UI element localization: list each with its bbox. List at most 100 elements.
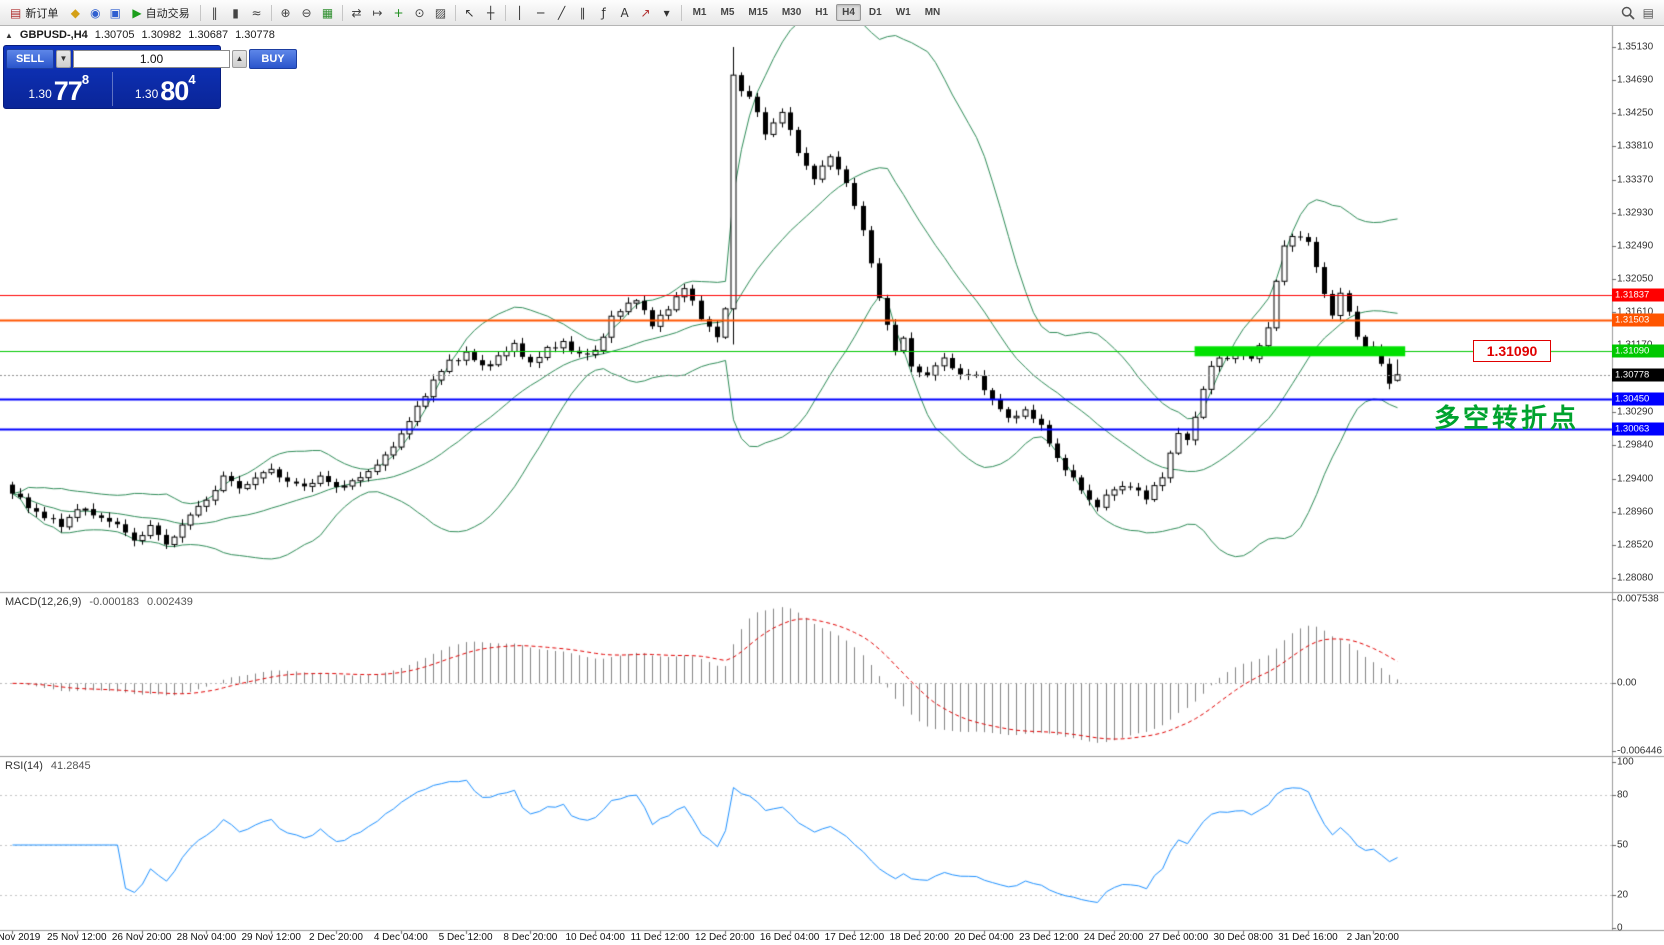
fibonacci-button[interactable]: ƒ <box>594 3 614 23</box>
timeframe-d1-button[interactable]: D1 <box>863 4 888 21</box>
macd-value-signal: 0.002439 <box>146 596 193 608</box>
buy-price-pips: 80 <box>160 76 189 106</box>
new-order-icon: ▤ <box>10 5 22 20</box>
turning-point-note: 多空转折点 <box>1434 403 1580 433</box>
price-chart-canvas[interactable] <box>0 26 1664 945</box>
equidistant-channel-button[interactable]: ∥ <box>573 3 593 23</box>
chart-info: ▲ GBPUSD-,H4 1.30705 1.30982 1.30687 1.3… <box>5 29 275 41</box>
bar-chart-type-icon: ‖ <box>211 5 218 20</box>
timeframe-m1-button[interactable]: M1 <box>687 4 713 21</box>
x-axis-label: 18 Dec 20:00 <box>889 932 949 943</box>
add-indicator-icon: + <box>393 5 404 20</box>
price-tag: 1.31837 <box>1612 288 1664 302</box>
shapes-dropdown-icon: ▾ <box>663 5 670 20</box>
crosshair-button[interactable]: ┼ <box>481 3 501 23</box>
trendline-icon: ╱ <box>557 5 566 20</box>
macd-name: MACD(12,26,9) <box>5 596 82 608</box>
macd-axis-min: -0.006446 <box>1617 745 1663 757</box>
rsi-axis-level: 20 <box>1617 889 1629 901</box>
data-window-icon[interactable]: ▤ <box>1642 5 1654 20</box>
chart-shift-icon: ↦ <box>372 5 383 20</box>
timeframe-m15-button[interactable]: M15 <box>742 4 773 21</box>
timeframe-h1-button[interactable]: H1 <box>809 4 834 21</box>
horizontal-line-button[interactable]: ─ <box>531 3 551 23</box>
auto-trading-button[interactable]: ▶ 自动交易 <box>126 3 195 23</box>
x-axis-label: 29 Nov 12:00 <box>241 932 301 943</box>
timeframe-w1-button[interactable]: W1 <box>890 4 917 21</box>
metaeditor-button[interactable]: ◆ <box>65 3 85 23</box>
timeframe-mn-button[interactable]: MN <box>919 4 947 21</box>
sell-button[interactable]: SELL <box>6 49 54 69</box>
lot-size-input[interactable] <box>73 50 230 68</box>
y-axis-tick: 1.35130 <box>1617 41 1654 53</box>
x-axis-label: 17 Dec 12:00 <box>824 932 885 943</box>
zoom-out-button[interactable]: ⊖ <box>297 3 317 23</box>
timeframe-m30-button[interactable]: M30 <box>776 4 807 21</box>
x-axis-label: 20 Dec 04:00 <box>954 932 1014 943</box>
search-icon[interactable] <box>1621 6 1635 20</box>
y-axis-tick: 1.32930 <box>1617 207 1654 219</box>
y-axis-tick: 1.33810 <box>1617 140 1654 152</box>
market-watch-icon: ◉ <box>90 5 101 20</box>
bar-chart-type-button[interactable]: ‖ <box>205 3 225 23</box>
x-axis-label: 23 Dec 12:00 <box>1019 932 1079 943</box>
zoom-in-icon: ⊕ <box>280 5 291 20</box>
add-indicator-button[interactable]: + <box>389 3 409 23</box>
one-click-panel-toggle-icon[interactable]: ▲ <box>5 30 13 40</box>
sell-price-button[interactable]: 1.30 77 8 <box>6 72 113 106</box>
macd-label: MACD(12,26,9) -0.000183 0.002439 <box>5 596 193 608</box>
equidistant-channel-icon: ∥ <box>579 5 586 20</box>
auto-scroll-button[interactable]: ⇄ <box>347 3 367 23</box>
terminal-button[interactable]: ▣ <box>105 3 125 23</box>
candlestick-type-icon: ▮ <box>232 5 239 20</box>
cursor-icon: ↖ <box>464 5 475 20</box>
auto-scroll-icon: ⇄ <box>351 5 362 20</box>
line-chart-type-icon: ≈ <box>251 5 262 20</box>
text-label-icon: A <box>620 5 629 20</box>
price-tag: 1.30063 <box>1612 422 1664 436</box>
candlestick-type-button[interactable]: ▮ <box>226 3 246 23</box>
sell-price-pips: 77 <box>53 76 83 106</box>
tile-windows-button[interactable]: ▦ <box>318 3 338 23</box>
templates-icon: ▨ <box>434 5 447 20</box>
shapes-dropdown-button[interactable]: ▾ <box>657 3 677 23</box>
timeframe-m5-button[interactable]: M5 <box>714 4 740 21</box>
line-chart-type-button[interactable]: ≈ <box>247 3 267 23</box>
price-tag: 1.30450 <box>1612 392 1664 406</box>
x-axis-label: 16 Dec 04:00 <box>759 932 820 943</box>
zoom-in-button[interactable]: ⊕ <box>276 3 296 23</box>
chart-shift-button[interactable]: ↦ <box>368 3 388 23</box>
periods-button[interactable]: ⊙ <box>410 3 430 23</box>
rsi-axis-level: 0 <box>1617 922 1623 934</box>
ohlc-high: 1.30982 <box>141 29 182 41</box>
macd-axis-max: 0.007538 <box>1617 593 1659 605</box>
buy-price-button[interactable]: 1.30 80 4 <box>113 72 219 106</box>
new-order-button[interactable]: ▤ 新订单 <box>4 3 64 23</box>
auto-trading-label: 自动交易 <box>145 7 190 20</box>
lot-increase-button[interactable]: ▲ <box>232 50 247 68</box>
arrows-button[interactable]: ↗ <box>636 3 656 23</box>
templates-button[interactable]: ▨ <box>431 3 451 23</box>
vertical-line-button[interactable]: │ <box>510 3 530 23</box>
x-axis-label: 30 Dec 08:00 <box>1213 932 1273 943</box>
timeframe-h4-button[interactable]: H4 <box>836 4 861 21</box>
x-axis-label: 2 Jan 20:00 <box>1346 932 1399 943</box>
cursor-button[interactable]: ↖ <box>460 3 480 23</box>
price-tag: 1.30778 <box>1612 368 1664 382</box>
sell-price-main: 1.30 <box>28 87 52 101</box>
arrows-icon: ↗ <box>640 5 651 20</box>
toolbar-separator <box>680 4 682 21</box>
text-label-button[interactable]: A <box>615 3 635 23</box>
price-tag: 1.31503 <box>1612 313 1664 327</box>
x-axis-label: 4 Dec 04:00 <box>373 932 428 943</box>
horizontal-line-icon: ─ <box>536 5 545 20</box>
x-axis-label: 8 Dec 20:00 <box>503 932 558 943</box>
y-axis-tick: 1.33370 <box>1617 174 1654 186</box>
rsi-axis-level: 50 <box>1617 839 1629 851</box>
lot-decrease-button[interactable]: ▼ <box>56 50 71 68</box>
buy-button[interactable]: BUY <box>249 49 297 69</box>
crosshair-icon: ┼ <box>486 5 495 20</box>
market-watch-button[interactable]: ◉ <box>85 3 105 23</box>
trendline-button[interactable]: ╱ <box>552 3 572 23</box>
x-axis-label: 31 Dec 16:00 <box>1278 932 1338 943</box>
